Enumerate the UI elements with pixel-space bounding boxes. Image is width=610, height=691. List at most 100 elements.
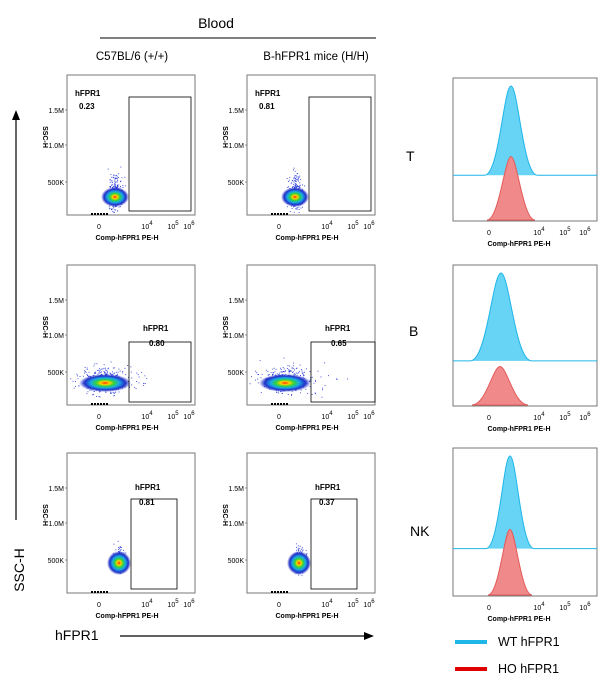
gate-label: hFPR1 [135, 483, 161, 492]
x-tick-label: 104 [533, 227, 545, 237]
legend-wt-label: WT hFPR1 [498, 635, 560, 649]
x-tick-label: 106 [579, 227, 591, 237]
ho-histogram-peak [487, 528, 533, 596]
density-blob [281, 187, 309, 207]
hist-x-axis-label: Comp-hFPR1 PE-H [488, 616, 551, 623]
density-blob [259, 374, 311, 392]
x-tick-label: 105 [347, 411, 359, 421]
x-tick-label: 106 [579, 602, 591, 612]
row-label-nk: NK [410, 523, 430, 539]
dot-x-axis-label: Comp-hFPR1 PE-H [96, 613, 159, 620]
dot-x-axis-label: Comp-hFPR1 PE-H [276, 235, 339, 242]
gate-label: hFPR1 [143, 324, 169, 333]
gate-value: 0.81 [259, 102, 275, 111]
hist-x-axis-label: Comp-hFPR1 PE-H [488, 241, 551, 248]
gate-value: 0.23 [79, 102, 95, 111]
y-tick-label: 1.5M [48, 486, 64, 493]
y-tick-label: 500K [48, 370, 65, 377]
x-tick-label: 104 [321, 221, 333, 231]
y-axis-main-label: SSC-H [11, 548, 27, 592]
x-tick-label: 105 [167, 411, 179, 421]
panel-frame [66, 74, 196, 216]
column-label-wt: C57BL/6 (+/+) [96, 51, 168, 63]
density-blob [287, 551, 311, 575]
x-tick-label: 104 [321, 411, 333, 421]
dot-x-axis-label: Comp-hFPR1 PE-H [276, 613, 339, 620]
dot-plot-panel: 1.5M 1.0M 500K SSC-H 0 104 105 106 Comp-hFPR1 PE… [221, 74, 376, 242]
x-tick-label: 0 [97, 414, 101, 421]
wt-histogram-peak [453, 455, 597, 550]
y-tick-label: 1.0M [48, 521, 64, 528]
dot-y-axis-label: SSC-H [221, 316, 228, 338]
gate-box [308, 96, 372, 212]
dot-plot-panel: 1.5M 1.0M 500K SSC-H 0 104 105 106 Comp-hFPR1 PE… [41, 452, 196, 620]
dot-plot-panel: 1.5M 1.0M 500K SSC-H 0 104 105 106 Comp-hFPR1 PE… [41, 264, 196, 432]
gate-value: 0.81 [139, 498, 155, 507]
dot-plot-panel: 1.5M 1.0M 500K SSC-H 0 104 105 106 Comp-hFPR1 PE… [41, 74, 196, 242]
histogram-panel: 0 104 105 106 Comp-hFPR1 PE-H [452, 77, 598, 248]
x-tick-label: 105 [347, 221, 359, 231]
x-tick-label: 105 [559, 412, 571, 422]
x-tick-label: 104 [533, 602, 545, 612]
gate-box [128, 96, 192, 212]
row-label-t: T [406, 148, 415, 164]
x-tick-label: 105 [167, 221, 179, 231]
header-title: Blood [198, 15, 234, 31]
dot-x-axis-label: Comp-hFPR1 PE-H [96, 425, 159, 432]
x-tick-label: 0 [487, 605, 491, 612]
x-axis-arrow-head [364, 632, 374, 640]
x-tick-label: 106 [183, 221, 195, 231]
y-tick-label: 500K [48, 558, 65, 565]
dot-y-axis-label: SSC-H [221, 504, 228, 526]
y-tick-label: 1.5M [228, 108, 244, 115]
gate-value: 0.65 [331, 339, 347, 348]
x-tick-label: 105 [559, 602, 571, 612]
dot-y-axis-label: SSC-H [41, 126, 48, 148]
y-tick-label: 1.0M [228, 143, 244, 150]
y-tick-label: 500K [228, 558, 245, 565]
x-tick-label: 104 [141, 599, 153, 609]
dot-plot-panel: 1.5M 1.0M 500K SSC-H 0 104 105 106 Comp-hFPR1 PE… [221, 452, 376, 620]
y-tick-label: 1.5M [228, 486, 244, 493]
x-tick-label: 104 [141, 411, 153, 421]
gate-box [128, 341, 192, 403]
density-blob [101, 187, 129, 207]
x-tick-label: 106 [363, 221, 375, 231]
x-tick-label: 104 [533, 412, 545, 422]
y-tick-label: 500K [228, 370, 245, 377]
density-blob [79, 374, 131, 392]
y-tick-label: 500K [48, 180, 65, 187]
x-tick-label: 0 [487, 415, 491, 422]
hist-x-axis-label: Comp-hFPR1 PE-H [488, 426, 551, 433]
density-blob [107, 551, 131, 575]
y-tick-label: 1.0M [228, 333, 244, 340]
dot-y-axis-label: SSC-H [221, 126, 228, 148]
x-tick-label: 106 [183, 599, 195, 609]
gate-box [310, 498, 358, 590]
x-tick-label: 106 [363, 599, 375, 609]
y-axis-arrow-head [12, 110, 20, 120]
gate-value: 0.80 [149, 339, 165, 348]
x-tick-label: 105 [167, 599, 179, 609]
dot-x-axis-label: Comp-hFPR1 PE-H [96, 235, 159, 242]
histogram-panel: 0 104 105 106 Comp-hFPR1 PE-H [452, 264, 598, 433]
x-tick-label: 106 [363, 411, 375, 421]
y-tick-label: 1.0M [48, 143, 64, 150]
histogram-panel: 0 104 105 106 Comp-hFPR1 PE-H [452, 447, 598, 623]
x-tick-label: 0 [97, 602, 101, 609]
x-tick-label: 105 [347, 599, 359, 609]
column-label-ho: B-hFPR1 mice (H/H) [263, 51, 369, 63]
wt-histogram-peak [453, 85, 597, 176]
x-tick-label: 105 [559, 227, 571, 237]
gate-label: hFPR1 [315, 483, 341, 492]
legend-ho-label: HO hFPR1 [498, 662, 559, 676]
y-tick-label: 500K [228, 180, 245, 187]
dot-plot-panel: 1.5M 1.0M 500K SSC-H 0 104 105 106 Comp-hFPR1 PE… [221, 264, 376, 432]
dot-x-axis-label: Comp-hFPR1 PE-H [276, 425, 339, 432]
x-tick-label: 0 [277, 602, 281, 609]
dot-y-axis-label: SSC-H [41, 316, 48, 338]
gate-box [310, 341, 376, 403]
gate-box [130, 498, 178, 590]
dot-y-axis-label: SSC-H [41, 504, 48, 526]
